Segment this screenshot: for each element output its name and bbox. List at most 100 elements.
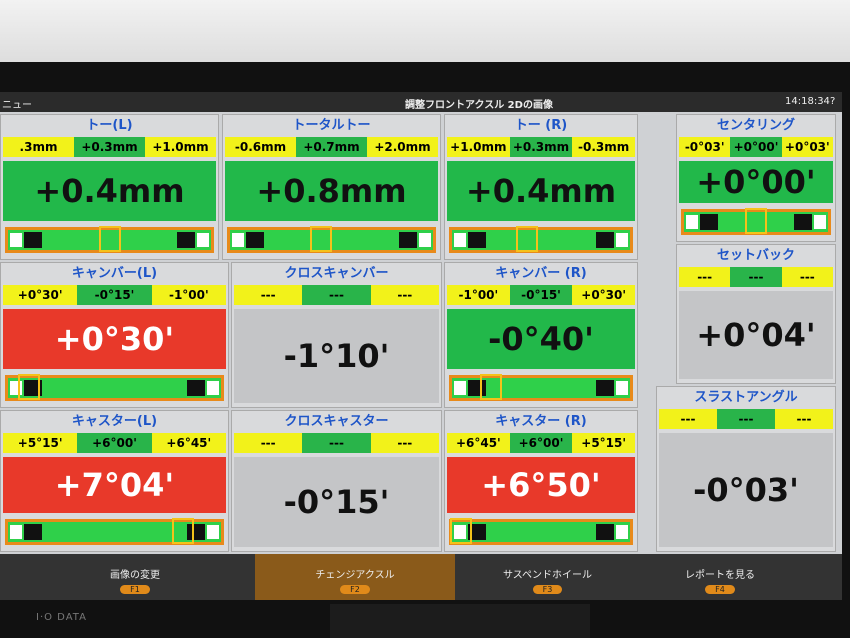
- limit-row: +0°30' -0°15' -1°00': [3, 285, 226, 305]
- gauge-minus: [10, 233, 22, 247]
- limit-value: +1.0mm: [145, 137, 216, 157]
- gauge-limit: [399, 232, 417, 248]
- limit-row: --- --- ---: [234, 433, 439, 453]
- gauge-marker: [310, 226, 333, 252]
- limit-value: ---: [730, 267, 782, 287]
- limit-value: ---: [234, 285, 303, 305]
- function-button[interactable]: チェンジアクスル F2: [255, 554, 455, 600]
- function-key: F3: [532, 585, 563, 594]
- gauge-limit: [24, 524, 42, 540]
- measured-value: +0.8mm: [225, 161, 438, 221]
- gauge: [227, 226, 436, 253]
- function-button[interactable]: レポートを見る F4: [640, 554, 800, 600]
- gauge-limit: [187, 524, 205, 540]
- gauge: [5, 226, 214, 253]
- measurement-panel: センタリング -0°03' +0°00' +0°03' +0°00': [676, 114, 836, 242]
- limit-value: -0.3mm: [572, 137, 636, 157]
- limit-value: +2.0mm: [367, 137, 438, 157]
- limit-value: ---: [302, 285, 371, 305]
- gauge-marker: [98, 226, 121, 252]
- gauge-limit: [24, 232, 42, 248]
- function-key: F1: [120, 585, 150, 594]
- function-key: F2: [340, 585, 370, 594]
- limit-value: -0°15': [77, 285, 152, 305]
- limit-value: +6°00': [77, 433, 152, 453]
- limit-value: ---: [370, 285, 439, 305]
- measurement-panel: トー(L) .3mm +0.3mm +1.0mm +0.4mm: [0, 114, 219, 260]
- limit-value: +6°45': [151, 433, 226, 453]
- gauge-limit: [187, 380, 205, 396]
- measured-value: +0°00': [679, 161, 833, 203]
- gauge-limit: [468, 524, 486, 540]
- limit-value: -0°03': [679, 137, 731, 157]
- limit-row: +1.0mm +0.3mm -0.3mm: [447, 137, 636, 157]
- limit-row: --- --- ---: [234, 285, 439, 305]
- brand: I·O DATA: [36, 612, 87, 623]
- measured-value: -0°40': [447, 309, 635, 369]
- measurement-panel: キャンバー(L) +0°30' -0°15' -1°00' +0°30': [0, 262, 229, 408]
- panel-title: トータルトー: [292, 118, 371, 133]
- limit-row: +5°15' +6°00' +6°45': [3, 433, 226, 453]
- limit-value: +6°45': [447, 433, 510, 453]
- limit-value: ---: [679, 267, 731, 287]
- limit-value: +5°15': [572, 433, 636, 453]
- gauge-plus: [616, 233, 628, 247]
- panel-title: トー(L): [86, 118, 133, 133]
- panel-title: キャスター(L): [71, 414, 158, 429]
- gauge-plus: [814, 215, 826, 229]
- footer: 画像の変更 F1 チェンジアクスル F2 サスペンドホイール F3 レポートを見る F4: [0, 554, 842, 600]
- button-label: チェンジアクスル: [315, 570, 395, 581]
- gauge-minus: [454, 525, 466, 539]
- measured-value: +6°50': [447, 457, 635, 513]
- limit-value: ---: [234, 433, 303, 453]
- measurement-panel: キャンバー (R) -1°00' -0°15' +0°30' -0°40': [444, 262, 638, 408]
- function-button[interactable]: 画像の変更 F1: [30, 554, 240, 600]
- limit-value: +0°03': [781, 137, 833, 157]
- gauge-marker: [480, 374, 503, 400]
- limit-value: -0.6mm: [225, 137, 296, 157]
- gauge-plus: [197, 233, 209, 247]
- limit-row: --- --- ---: [679, 267, 833, 287]
- function-button[interactable]: サスペンドホイール F3: [460, 554, 635, 600]
- help[interactable]: ?: [830, 96, 836, 107]
- limit-row: +6°45' +6°00' +5°15': [447, 433, 636, 453]
- limit-value: +0°00': [730, 137, 782, 157]
- measurement-panel: トー (R) +1.0mm +0.3mm -0.3mm +0.4mm: [444, 114, 638, 260]
- measured-value: +0.4mm: [3, 161, 216, 221]
- limit-row: --- --- ---: [659, 409, 833, 429]
- gauge-limit: [700, 214, 718, 230]
- measurement-panel: スラストアングル --- --- --- -0°03': [656, 386, 836, 552]
- gauge-plus: [616, 525, 628, 539]
- panel-title: キャンバー (R): [495, 266, 587, 281]
- measurement-panel: トータルトー -0.6mm +0.7mm +2.0mm +0.8mm: [222, 114, 441, 260]
- gauge-limit: [596, 380, 614, 396]
- limit-value: +0.7mm: [296, 137, 367, 157]
- limit-value: +5°15': [3, 433, 78, 453]
- gauge-marker: [745, 208, 767, 234]
- limit-value: ---: [302, 433, 371, 453]
- gauge-minus: [454, 381, 466, 395]
- measurement-panel: キャスター (R) +6°45' +6°00' +5°15' +6°50': [444, 410, 638, 552]
- limit-value: -1°00': [151, 285, 226, 305]
- limit-value: +6°00': [509, 433, 573, 453]
- button-label: サスペンドホイール: [502, 570, 593, 581]
- measurement-panel: セットバック --- --- --- +0°04': [676, 244, 836, 384]
- measured-value: +0°04': [679, 291, 833, 379]
- menu-label[interactable]: ニュー: [2, 100, 32, 111]
- header: ニュー 調整フロントアクスル 2Dの画像 14:18:34 ?: [0, 92, 842, 112]
- limit-value: ---: [775, 409, 833, 429]
- measured-value: +0°30': [3, 309, 226, 369]
- measurement-panel: クロスキャスター --- --- --- -0°15': [231, 410, 442, 552]
- measured-value: -0°03': [659, 433, 833, 547]
- limit-value: +0.3mm: [74, 137, 145, 157]
- measurement-panel: キャスター(L) +5°15' +6°00' +6°45' +7°04': [0, 410, 229, 552]
- gauge: [5, 374, 224, 401]
- measurement-panel: クロスキャンバー --- --- --- -1°10': [231, 262, 442, 408]
- panel-title: クロスキャスター: [284, 414, 389, 429]
- panel-title: クロスキャンバー: [284, 266, 389, 281]
- clock: 14:18:34: [785, 96, 830, 107]
- gauge-limit: [596, 232, 614, 248]
- gauge: [449, 226, 633, 253]
- gauge: [449, 374, 633, 401]
